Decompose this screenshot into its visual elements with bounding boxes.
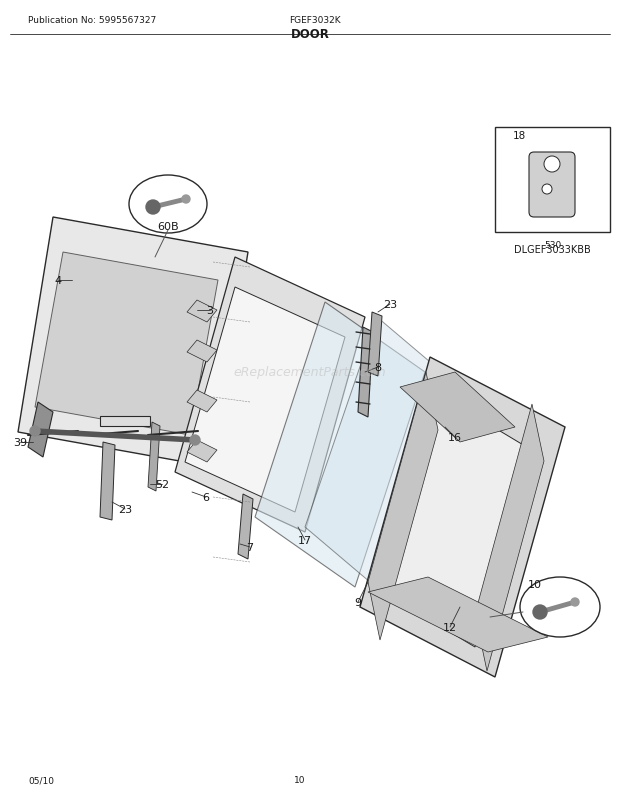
Text: 05/10: 05/10 <box>28 776 54 784</box>
Text: 3: 3 <box>206 306 213 316</box>
Text: 6: 6 <box>203 492 210 502</box>
Circle shape <box>571 598 579 606</box>
Text: eReplacementParts.com: eReplacementParts.com <box>234 366 386 379</box>
Polygon shape <box>305 318 462 599</box>
Text: 16: 16 <box>448 432 462 443</box>
Circle shape <box>146 200 160 215</box>
Text: DLGEF3033KBB: DLGEF3033KBB <box>514 245 591 255</box>
Bar <box>495 128 610 233</box>
Polygon shape <box>28 403 53 457</box>
Polygon shape <box>360 358 565 677</box>
Polygon shape <box>358 327 373 418</box>
Circle shape <box>190 435 200 445</box>
Text: 60B: 60B <box>157 221 179 232</box>
Text: 8: 8 <box>374 363 381 373</box>
Polygon shape <box>475 404 544 671</box>
Polygon shape <box>100 443 115 520</box>
Text: 12: 12 <box>443 622 457 632</box>
Ellipse shape <box>129 176 207 233</box>
Text: FGEF3032K: FGEF3032K <box>289 16 341 25</box>
Circle shape <box>30 427 40 436</box>
Polygon shape <box>368 373 438 640</box>
Polygon shape <box>187 341 217 363</box>
Text: 52: 52 <box>155 480 169 489</box>
Text: 10: 10 <box>294 776 306 784</box>
Text: 17: 17 <box>298 535 312 545</box>
Polygon shape <box>238 494 253 559</box>
Text: Publication No: 5995567327: Publication No: 5995567327 <box>28 16 156 25</box>
Text: 9: 9 <box>355 597 361 607</box>
Polygon shape <box>187 391 217 412</box>
Polygon shape <box>148 423 160 492</box>
Text: 530: 530 <box>544 241 561 249</box>
Text: 23: 23 <box>383 300 397 310</box>
Polygon shape <box>18 217 248 468</box>
Polygon shape <box>185 288 345 512</box>
Polygon shape <box>368 577 548 652</box>
Polygon shape <box>368 313 382 376</box>
FancyBboxPatch shape <box>529 153 575 217</box>
Bar <box>100 416 150 427</box>
Circle shape <box>182 196 190 204</box>
Text: 4: 4 <box>55 276 61 286</box>
Polygon shape <box>375 392 535 647</box>
Text: 7: 7 <box>246 542 254 553</box>
Text: 18: 18 <box>513 131 526 141</box>
Circle shape <box>542 184 552 195</box>
Text: 39: 39 <box>13 437 27 448</box>
Polygon shape <box>175 257 365 533</box>
Circle shape <box>544 157 560 172</box>
Ellipse shape <box>520 577 600 638</box>
Text: 23: 23 <box>118 504 132 514</box>
Text: DOOR: DOOR <box>291 28 329 41</box>
Polygon shape <box>187 440 217 463</box>
Text: 10: 10 <box>528 579 542 589</box>
Circle shape <box>533 606 547 619</box>
Polygon shape <box>255 302 425 587</box>
Polygon shape <box>35 253 218 435</box>
Polygon shape <box>400 373 515 443</box>
Polygon shape <box>187 301 217 322</box>
